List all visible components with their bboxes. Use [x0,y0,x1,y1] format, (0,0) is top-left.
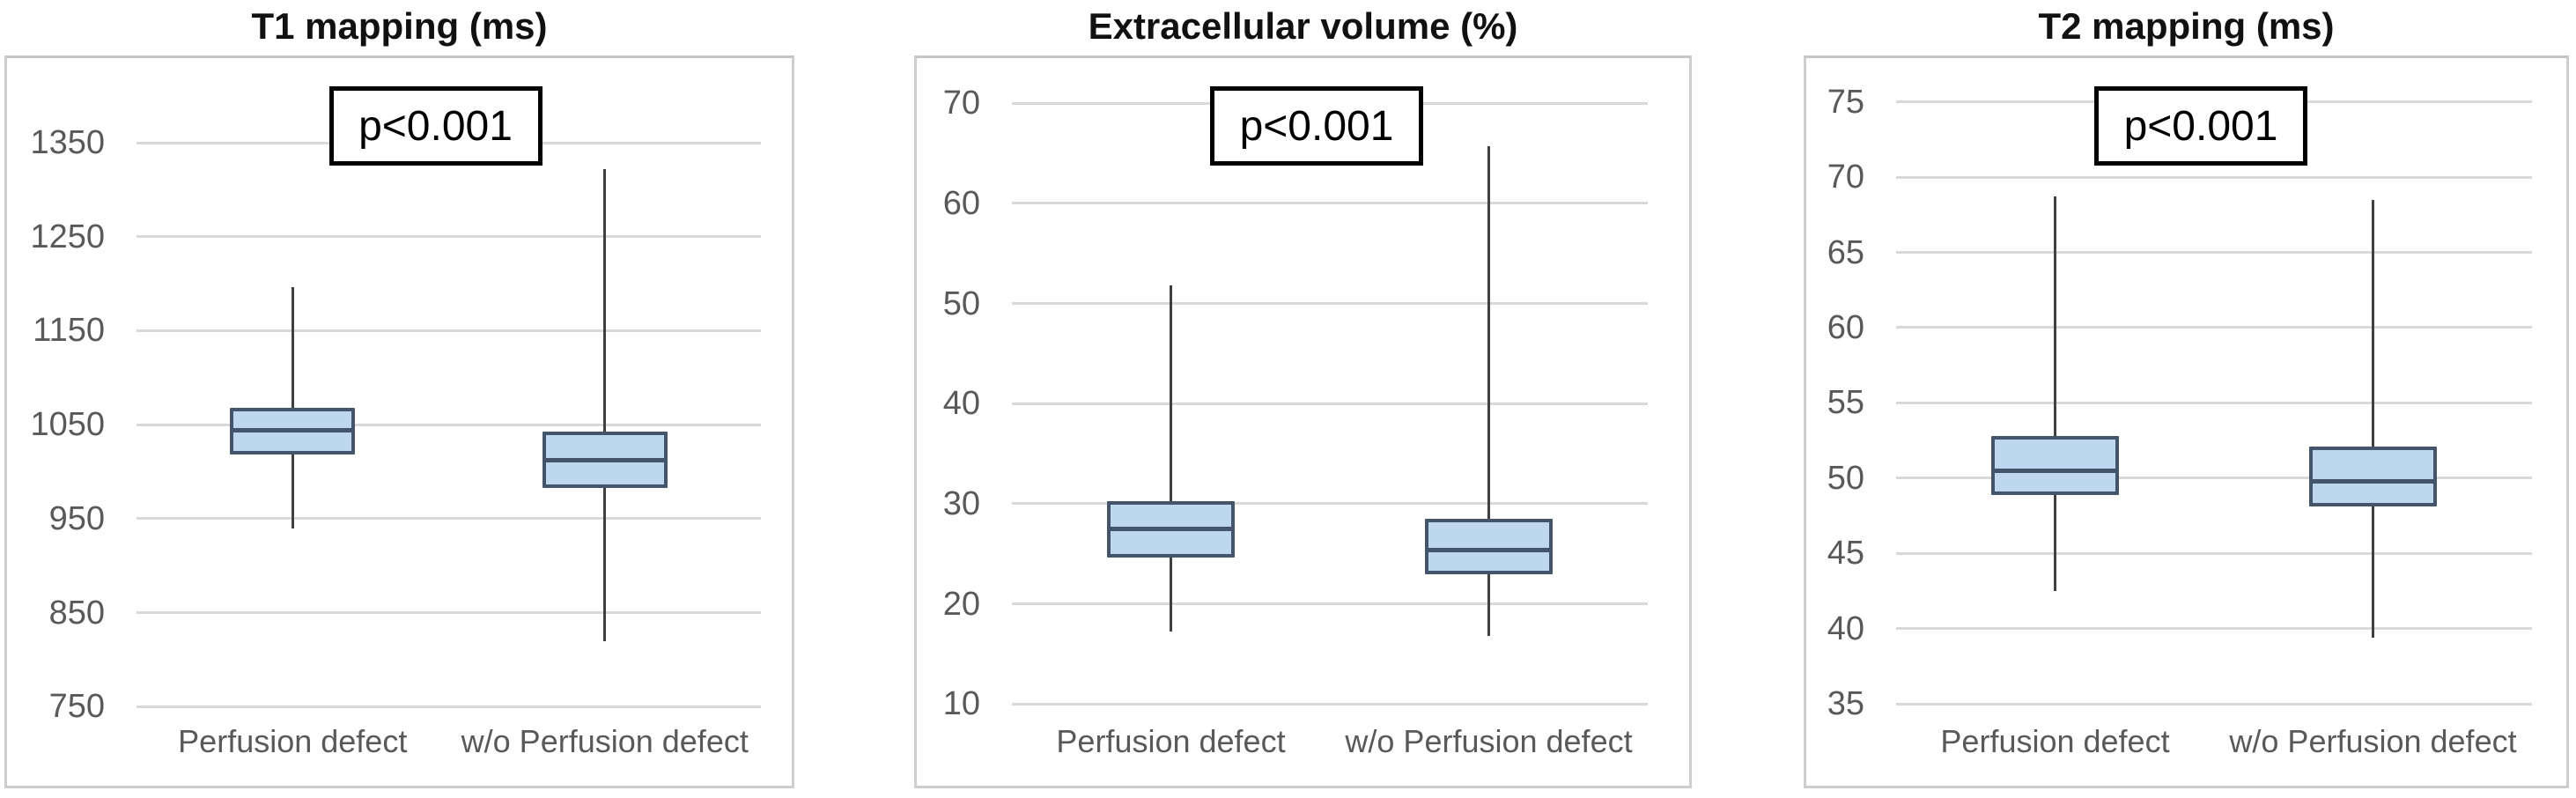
median-line [545,458,664,463]
gridline [1896,627,2532,631]
y-axis-tick-label: 70 [1827,159,1864,196]
gridline [1012,402,1648,405]
gridline [1012,302,1648,306]
gridline [1896,551,2532,555]
whisker-line [1487,146,1490,637]
gridline [137,423,761,426]
y-axis-tick-label: 65 [1827,233,1864,271]
gridline [137,705,761,708]
chart-panel: 750 850 950 1050 1150 1250 1350 Perfusion defec… [4,55,794,788]
gridline [1896,477,2532,480]
y-axis-tick-label: 1050 [30,406,105,444]
y-axis-tick-label: 950 [48,499,105,537]
y-axis-tick-label: 1150 [33,312,105,350]
median-line [233,428,352,433]
y-axis-tick-label: 70 [942,85,980,122]
whisker-line [1170,285,1172,632]
whisker-line [603,168,607,641]
category-label: Perfusion defect [1056,723,1286,759]
plot-area: 35 40 45 50 55 60 65 70 75 Perfusion defect w/o Pe… [1806,58,2566,786]
gridline [1896,326,2532,329]
gridline [137,329,761,332]
median-line [1111,526,1231,531]
median-line [2313,478,2433,484]
p-value-box: p<0.001 [328,86,543,166]
box-iqr [2309,447,2437,507]
box-iqr [1991,436,2119,495]
y-axis-tick-label: 75 [1827,83,1864,121]
y-axis-tick-label: 60 [942,184,980,222]
median-line [1428,547,1549,552]
chart-title: Extracellular volume (%) [1088,5,1518,47]
y-axis-tick-label: 20 [942,585,980,623]
chart-extracellular-volume: Extracellular volume (%) 10 20 30 40 50 60 70 P… [914,0,1692,798]
gridline [1012,502,1648,506]
y-axis-tick-label: 1350 [30,124,105,162]
category-label: Perfusion defect [178,723,408,759]
gridline [137,517,761,521]
y-axis-tick-label: 750 [48,688,105,726]
category-label: w/o Perfusion defect [2229,723,2517,759]
p-value-box: p<0.001 [2094,86,2307,166]
whisker-line [2054,196,2056,592]
gridline [1896,251,2532,254]
median-line [1995,468,2115,473]
y-axis-tick-label: 40 [942,385,980,423]
plot-area: 750 850 950 1050 1150 1250 1350 Perfusion defec… [7,58,792,786]
y-axis-tick-label: 40 [1827,610,1864,647]
y-axis-tick-label: 30 [942,484,980,522]
category-label: w/o Perfusion defect [461,723,749,759]
gridline [1896,702,2532,706]
chart-panel: 10 20 30 40 50 60 70 Perfusion defect w/o Perfus… [914,55,1692,788]
chart-t2-mapping: T2 mapping (ms) 35 40 45 50 55 60 65 70 75 Perfus… [1804,0,2569,798]
gridline [137,235,761,239]
category-label: Perfusion defect [1940,723,2170,759]
gridline [1012,202,1648,205]
category-label: w/o Perfusion defect [1345,723,1633,759]
p-value-box: p<0.001 [1210,86,1423,166]
gridline [1012,702,1648,706]
gridline [137,611,761,615]
chart-title: T1 mapping (ms) [251,5,548,47]
y-axis-tick-label: 1250 [30,218,105,255]
plot-area: 10 20 30 40 50 60 70 Perfusion defect w/o Perfus… [917,58,1689,786]
y-axis-tick-label: 10 [942,685,980,723]
chart-title: T2 mapping (ms) [2038,5,2335,47]
y-axis-tick-label: 850 [48,594,105,632]
whisker-line [2372,199,2374,639]
y-axis-tick-label: 45 [1827,535,1864,573]
gridline [1012,602,1648,606]
y-axis-tick-label: 60 [1827,308,1864,346]
chart-t1-mapping: T1 mapping (ms) 750 850 950 1050 1150 1250 135… [4,0,794,798]
y-axis-tick-label: 50 [1827,459,1864,497]
chart-panel: 35 40 45 50 55 60 65 70 75 Perfusion defect w/o Pe… [1804,55,2569,788]
y-axis-tick-label: 55 [1827,384,1864,422]
gridline [1896,401,2532,404]
gridline [1896,175,2532,179]
box-iqr [1425,519,1553,574]
y-axis-tick-label: 50 [942,284,980,322]
y-axis-tick-label: 35 [1827,685,1864,723]
